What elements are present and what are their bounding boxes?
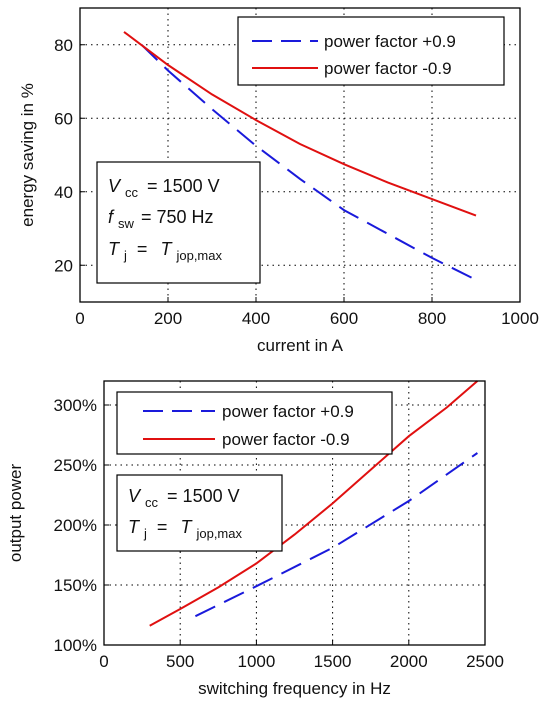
plot-frame (79, 7, 521, 303)
annotation-box (116, 474, 283, 552)
vcc-value: = 1500 V (147, 176, 220, 196)
y-axis-label: output power (6, 464, 25, 563)
fsw-symbol: f (108, 207, 115, 227)
tjop-subscript: jop,max (195, 526, 242, 541)
x-tick-label: 1500 (314, 652, 352, 671)
chart-output-power: 0 500 1000 1500 2000 2500 100% 150% 200% 250% 300%… (6, 380, 504, 698)
vcc-subscript: cc (145, 495, 159, 510)
x-tick-label: 1000 (237, 652, 275, 671)
y-tick-label: 80 (54, 36, 73, 55)
y-tick-label: 40 (54, 183, 73, 202)
chart-energy-saving: 0 200 400 600 800 1000 20 40 60 80 current in A e… (18, 7, 539, 355)
y-tick-label: 150% (54, 576, 97, 595)
x-tick-label: 600 (330, 309, 358, 328)
legend-label-pf-plus: power factor +0.9 (324, 32, 456, 51)
plot-frame (103, 380, 486, 646)
tj-equals: = (137, 239, 148, 259)
x-axis-label: current in A (257, 336, 344, 355)
tj-subscript: j (143, 526, 147, 541)
annotation-box (96, 161, 261, 284)
annotation: V cc = 1500 V f sw = 750 Hz T j = T jop,… (96, 161, 261, 284)
legend-box (116, 391, 393, 455)
y-tick-label: 100% (54, 636, 97, 655)
legend: power factor +0.9 power factor -0.9 (116, 391, 393, 455)
x-tick-label: 800 (418, 309, 446, 328)
y-tick-label: 200% (54, 516, 97, 535)
svg-text:T j =: T j = T jop,max (108, 239, 222, 264)
annotation: V cc = 1500 V T j = T jop,max (116, 474, 283, 552)
x-tick-label: 0 (75, 309, 84, 328)
x-tick-label: 2000 (390, 652, 428, 671)
fsw-subscript: sw (118, 216, 135, 231)
x-tick-label: 2500 (466, 652, 504, 671)
svg-text:V cc = 1500 V: V cc = 1500 V (108, 176, 220, 201)
legend-label-pf-plus: power factor +0.9 (222, 402, 354, 421)
tj-subscript: j (123, 248, 127, 263)
fsw-value: = 750 Hz (141, 207, 214, 227)
y-tick-label: 300% (54, 396, 97, 415)
series-line-pf-plus (194, 452, 478, 618)
svg-text:V cc = 1500 V: V cc = 1500 V (128, 486, 240, 511)
legend-label-pf-minus: power factor -0.9 (324, 59, 452, 78)
tjop-symbol: T (180, 517, 193, 537)
svg-text:T j =: T j = T jop,max (128, 517, 242, 542)
ticks: 0 200 400 600 800 1000 20 40 60 80 (54, 36, 539, 328)
legend-box (237, 16, 505, 86)
y-tick-label: 20 (54, 256, 73, 275)
x-tick-label: 1000 (501, 309, 539, 328)
tj-equals: = (157, 517, 168, 537)
ticks: 0 500 1000 1500 2000 2500 100% 150% 200% 250% 300% (54, 396, 504, 671)
x-axis-label: switching frequency in Hz (198, 679, 391, 698)
y-tick-label: 60 (54, 109, 73, 128)
x-tick-label: 200 (154, 309, 182, 328)
series-group (149, 380, 479, 627)
vcc-subscript: cc (125, 185, 139, 200)
legend-label-pf-minus: power factor -0.9 (222, 430, 350, 449)
y-tick-label: 250% (54, 456, 97, 475)
x-tick-label: 500 (166, 652, 194, 671)
series-group (123, 31, 477, 281)
tjop-symbol: T (160, 239, 173, 259)
vcc-symbol: V (108, 176, 122, 196)
tjop-subscript: jop,max (175, 248, 222, 263)
series-line-pf-minus (149, 380, 479, 627)
vcc-value: = 1500 V (167, 486, 240, 506)
vcc-symbol: V (128, 486, 142, 506)
series-line-pf-minus (123, 31, 477, 217)
x-tick-label: 400 (242, 309, 270, 328)
legend: power factor +0.9 power factor -0.9 (237, 16, 505, 86)
series-line-pf-plus (140, 44, 477, 281)
svg-text:f sw = 750 Hz: f sw = 750 Hz (108, 207, 213, 232)
y-axis-label: energy saving in % (18, 83, 37, 227)
x-tick-label: 0 (99, 652, 108, 671)
tj-symbol: T (108, 239, 121, 259)
tj-symbol: T (128, 517, 141, 537)
